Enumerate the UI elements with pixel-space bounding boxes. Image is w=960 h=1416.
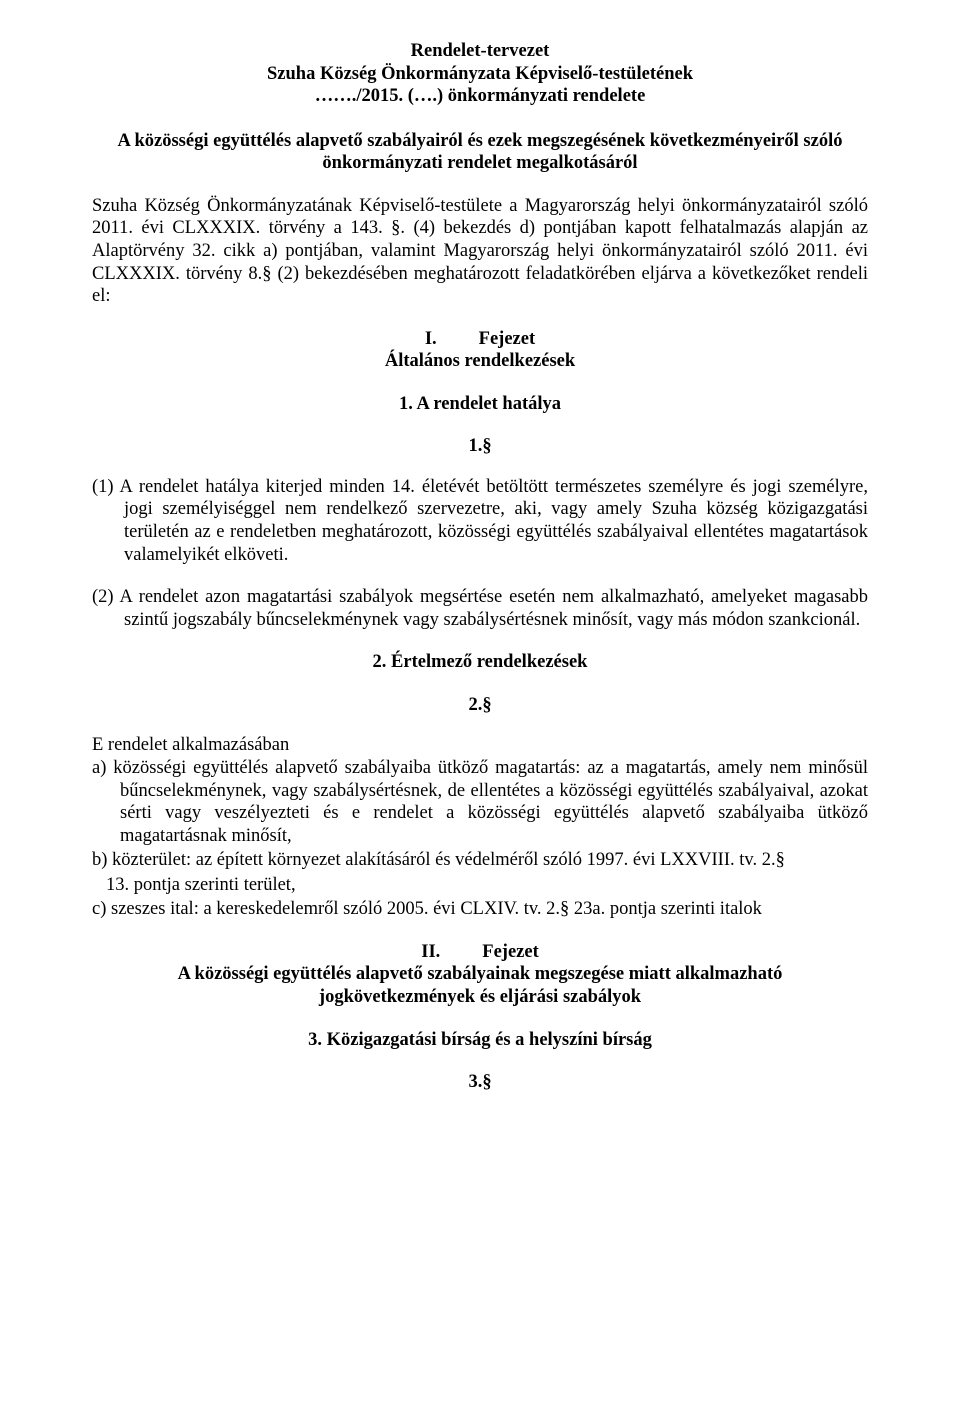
- section-3-number: 3.§: [92, 1071, 868, 1094]
- section-2-item-b: b) közterület: az épített környezet alak…: [92, 849, 868, 872]
- preamble-paragraph: Szuha Község Önkormányzatának Képviselő-…: [92, 195, 868, 308]
- section-2-item-a: a) közösségi együttélés alapvető szabály…: [92, 757, 868, 847]
- section-3-title: 3. Közigazgatási bírság és a helyszíni b…: [92, 1029, 868, 1052]
- section-2-item-b-cont: 13. pontja szerinti terület,: [92, 874, 868, 897]
- document-page: Rendelet-tervezet Szuha Község Önkormány…: [0, 0, 960, 1416]
- section-1-paragraph-2: (2) A rendelet azon magatartási szabályo…: [92, 586, 868, 631]
- chapter-1-label: Fejezet: [479, 329, 535, 349]
- chapter-1-title: Általános rendelkezések: [92, 350, 868, 373]
- section-2-intro: E rendelet alkalmazásában: [92, 734, 868, 757]
- document-subject: A közösségi együttélés alapvető szabálya…: [92, 130, 868, 175]
- section-2-number: 2.§: [92, 694, 868, 717]
- section-2-title: 2. Értelmező rendelkezések: [92, 651, 868, 674]
- section-2-item-c: c) szeszes ital: a kereskedelemről szóló…: [92, 898, 868, 921]
- chapter-2-label: Fejezet: [482, 942, 538, 962]
- header-line-1: Rendelet-tervezet: [92, 40, 868, 63]
- chapter-2-title-line-2: jogkövetkezmények és eljárási szabályok: [92, 986, 868, 1009]
- chapter-2-title-line-1: A közösségi együttélés alapvető szabálya…: [92, 963, 868, 986]
- section-1-number: 1.§: [92, 435, 868, 458]
- section-1-title: 1. A rendelet hatálya: [92, 393, 868, 416]
- chapter-2-heading: II. Fejezet A közösségi együttélés alapve…: [92, 941, 868, 1009]
- header-line-2: Szuha Község Önkormányzata Képviselő-tes…: [92, 63, 868, 86]
- chapter-1-heading: I. Fejezet Általános rendelkezések: [92, 328, 868, 373]
- document-header: Rendelet-tervezet Szuha Község Önkormány…: [92, 40, 868, 108]
- chapter-2-number: II.: [421, 942, 440, 962]
- section-1-paragraph-1: (1) A rendelet hatálya kiterjed minden 1…: [92, 476, 868, 566]
- header-line-3: ……./2015. (….) önkormányzati rendelete: [92, 85, 868, 108]
- chapter-1-number: I.: [425, 329, 437, 349]
